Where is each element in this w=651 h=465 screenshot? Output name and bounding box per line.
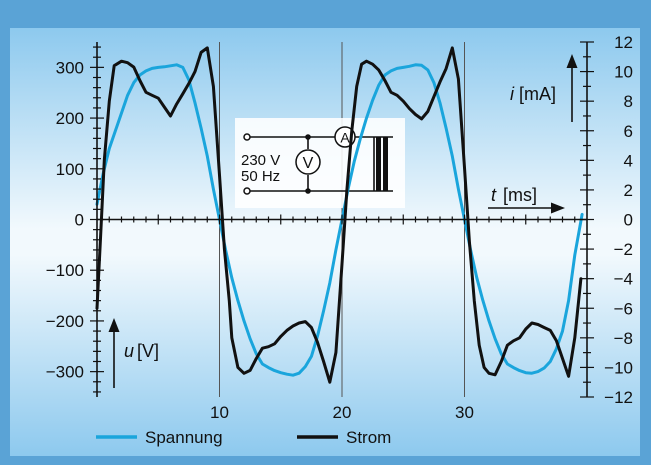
y-left-axis-label: u [V] (124, 341, 159, 361)
terminal-bottom (243, 187, 251, 195)
y-right-tick-label: 6 (624, 122, 633, 141)
y-left-tick-label: −100 (46, 261, 84, 280)
ticks-group: 10 20 30−300−200−1000100200300−12−10−8−6−4… (46, 33, 633, 422)
legend: Spannung Strom (96, 428, 391, 447)
y-left-tick-label: 0 (75, 211, 84, 230)
series-line-strom (95, 46, 583, 384)
y-left-tick-label: 300 (56, 58, 84, 77)
series-line-spannung (95, 63, 584, 377)
x-tick-label: 20 (333, 403, 352, 422)
x-axis-label-unit: [ms] (503, 185, 537, 205)
y-right-tick-label: −10 (604, 358, 633, 377)
y-right-tick-label: −6 (614, 299, 633, 318)
x-axis-label-variable: t (491, 185, 497, 205)
y-right-tick-label: 2 (624, 181, 633, 200)
y-left-tick-label: −200 (46, 312, 84, 331)
y-right-label-variable: i (510, 84, 515, 104)
voltmeter-symbol (295, 149, 321, 175)
chart-background (10, 28, 640, 456)
circuit-inset: V A 230 V 50 Hz (235, 118, 405, 208)
y-right-tick-label: 0 (624, 211, 633, 230)
y-left-tick-label: 200 (56, 109, 84, 128)
y-right-tick-label: −2 (614, 240, 633, 259)
y-right-tick-label: −12 (604, 388, 633, 407)
x-axis-label: t [ms] (491, 185, 537, 205)
y-right-arrow-head (566, 54, 578, 68)
ammeter-letter: A (340, 130, 350, 146)
y-left-label-variable: u (124, 341, 134, 361)
transformer-core-right (383, 137, 388, 191)
transformer-core-left (376, 137, 381, 191)
y-right-tick-label: −4 (614, 270, 633, 289)
series-group (95, 46, 584, 384)
y-left-label-unit: [V] (137, 341, 159, 361)
y-right-axis-label: i [mA] (510, 84, 556, 104)
legend-label-strom: Strom (346, 428, 391, 447)
legend-label-spannung: Spannung (145, 428, 223, 447)
inset-voltage-label: 230 V (241, 152, 280, 169)
junction-bottom (305, 188, 311, 194)
y-right-tick-label: 12 (614, 33, 633, 52)
terminal-top (243, 133, 251, 141)
y-right-tick-label: 4 (624, 151, 633, 170)
y-right-tick-label: 8 (624, 92, 633, 111)
y-right-tick-label: 10 (614, 63, 633, 82)
x-tick-label: 30 (455, 403, 474, 422)
x-tick-label: 10 (210, 403, 229, 422)
y-left-tick-label: −300 (46, 363, 84, 382)
y-left-arrow-head (108, 318, 120, 332)
y-right-tick-label: −8 (614, 329, 633, 348)
y-right-label-unit: [mA] (519, 84, 556, 104)
inset-frequency-label: 50 Hz (241, 168, 280, 185)
y-left-tick-label: 100 (56, 160, 84, 179)
junction-top (305, 134, 311, 140)
x-arrow-head (551, 202, 565, 214)
voltmeter-letter: V (303, 155, 314, 172)
